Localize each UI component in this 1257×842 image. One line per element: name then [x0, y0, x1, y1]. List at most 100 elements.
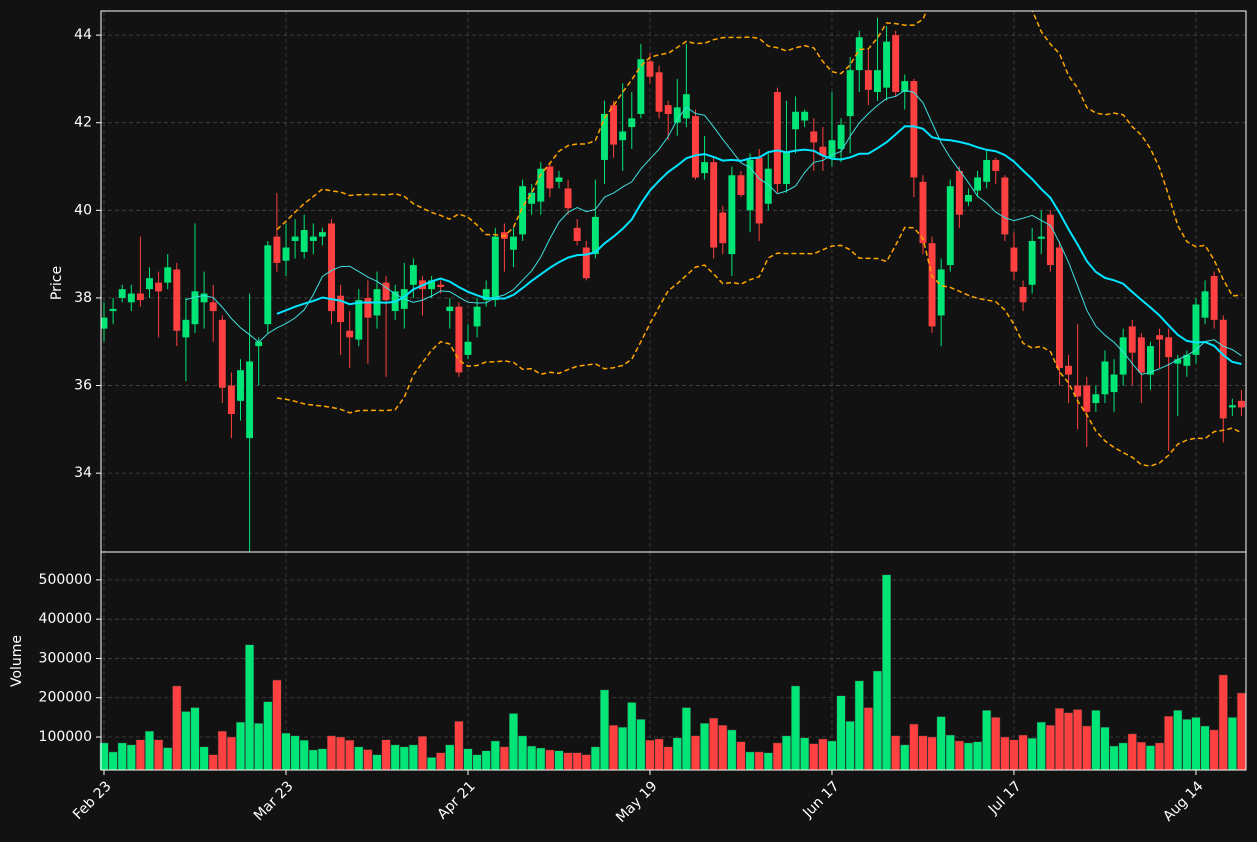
volume-bar: [982, 710, 992, 771]
volume-bar: [1018, 734, 1028, 771]
volume-bar: [1227, 717, 1237, 771]
volume-tick-label: 100000: [39, 729, 92, 745]
candle-body: [182, 319, 190, 338]
candle-body: [874, 70, 881, 93]
volume-bar: [508, 713, 519, 771]
volume-bar: [472, 754, 482, 771]
candle-body: [755, 157, 763, 224]
volume-bar: [818, 738, 828, 771]
candle-body: [282, 247, 290, 261]
candle-body: [655, 72, 663, 112]
volume-bar: [891, 735, 901, 771]
candle-body: [837, 124, 845, 149]
volume-bar: [554, 750, 564, 771]
volume-bar: [772, 742, 782, 771]
candle-body: [346, 330, 354, 338]
volume-bar: [463, 748, 473, 771]
volume-bar: [154, 739, 164, 771]
volume-bar: [581, 754, 591, 771]
candle-body: [555, 177, 563, 182]
candle-body: [573, 227, 581, 241]
volume-bar: [1000, 736, 1010, 771]
candle-body: [109, 308, 117, 312]
candle-body: [237, 370, 244, 401]
volume-bar: [709, 717, 719, 771]
volume-bar: [1145, 745, 1155, 771]
volume-bar: [336, 736, 346, 771]
candle-body: [1065, 365, 1073, 375]
candle-body: [1201, 291, 1209, 318]
volume-bar: [454, 721, 464, 771]
candle-body: [264, 245, 272, 325]
candle-body: [1001, 177, 1009, 235]
candle-body: [273, 236, 281, 263]
candle-body: [937, 269, 945, 316]
candle-body: [955, 170, 963, 215]
volume-bar: [126, 744, 136, 771]
volume-bar: [991, 717, 1001, 771]
candle-body: [619, 131, 627, 141]
volume-bar: [290, 735, 300, 771]
volume-bar: [609, 724, 619, 771]
volume-bar: [754, 751, 764, 771]
volume-bar: [1182, 719, 1192, 771]
candle-body: [136, 293, 144, 301]
volume-bar: [1236, 692, 1246, 771]
candle-body: [1028, 240, 1036, 285]
candle-body: [300, 230, 308, 252]
volume-bar: [563, 752, 573, 771]
candle-body: [819, 146, 827, 156]
candle-body: [455, 306, 463, 373]
volume-bar: [272, 679, 282, 771]
candle-body: [983, 159, 991, 182]
candle-body: [100, 317, 108, 329]
candle-body: [764, 168, 772, 204]
candle-body: [382, 282, 390, 301]
candle-body: [1056, 247, 1063, 369]
candle-body: [1074, 385, 1082, 397]
volume-bar: [936, 716, 946, 771]
candle-body: [337, 295, 345, 323]
volume-bar: [545, 749, 555, 771]
volume-bar: [736, 741, 746, 771]
candle-body: [901, 81, 909, 93]
candle-body: [864, 70, 872, 90]
candle-body: [910, 81, 918, 178]
volume-bar: [427, 757, 437, 771]
candle-body: [846, 70, 854, 117]
candle-body: [173, 269, 181, 331]
volume-bar: [217, 730, 227, 771]
candle-body: [974, 177, 982, 191]
volume-bar: [518, 735, 528, 771]
volume-panel-border: [100, 551, 1247, 771]
candle-body: [546, 166, 554, 189]
candle-body: [1219, 319, 1227, 419]
volume-tick-label: 400000: [39, 611, 92, 627]
volume-bar: [1173, 710, 1183, 771]
volume-bar: [572, 752, 582, 771]
candle-body: [692, 116, 699, 178]
volume-bar: [645, 739, 655, 771]
candle-body: [855, 37, 863, 71]
candle-body: [801, 111, 809, 121]
volume-bar: [872, 670, 882, 771]
volume-bar: [827, 740, 837, 771]
candle-body: [1046, 214, 1054, 266]
volume-bar: [700, 723, 710, 771]
volume-bar: [863, 707, 873, 771]
volume-bar: [408, 744, 418, 771]
volume-bar: [436, 752, 446, 771]
volume-bar: [909, 723, 919, 771]
candle-body: [773, 92, 781, 185]
volume-bar: [791, 685, 801, 771]
bollinger-lower: [276, 226, 1242, 467]
volume-bar: [163, 747, 173, 771]
volume-bar: [144, 730, 155, 771]
candle-body: [582, 247, 590, 279]
candle-body: [591, 216, 599, 255]
volume-bar: [181, 711, 191, 771]
volume-bar: [481, 750, 491, 771]
y-axis-label: Price: [49, 266, 65, 300]
volume-bar: [1082, 725, 1092, 771]
candle-body: [1037, 236, 1045, 239]
